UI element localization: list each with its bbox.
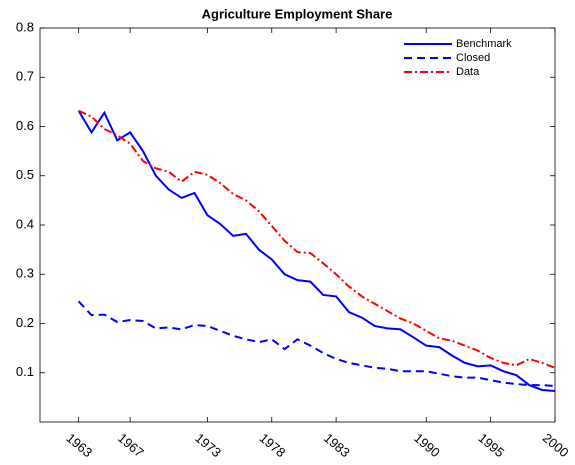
y-tick-label: 0.2 [16,315,34,330]
y-tick-label: 0.8 [16,19,34,34]
legend-label: Closed [456,52,490,64]
chart-title: Agriculture Employment Share [202,6,393,21]
y-tick-label: 0.4 [16,216,34,231]
legend-label: Data [456,66,480,78]
y-tick-label: 0.7 [16,69,34,84]
series-line [78,109,556,369]
y-tick-label: 0.1 [16,364,34,379]
legend-label: Benchmark [456,38,512,50]
y-tick-label: 0.3 [16,266,34,281]
y-tick-label: 0.5 [16,167,34,182]
y-tick-label: 0.6 [16,118,34,133]
series-line [77,110,556,392]
series-line [77,300,556,388]
